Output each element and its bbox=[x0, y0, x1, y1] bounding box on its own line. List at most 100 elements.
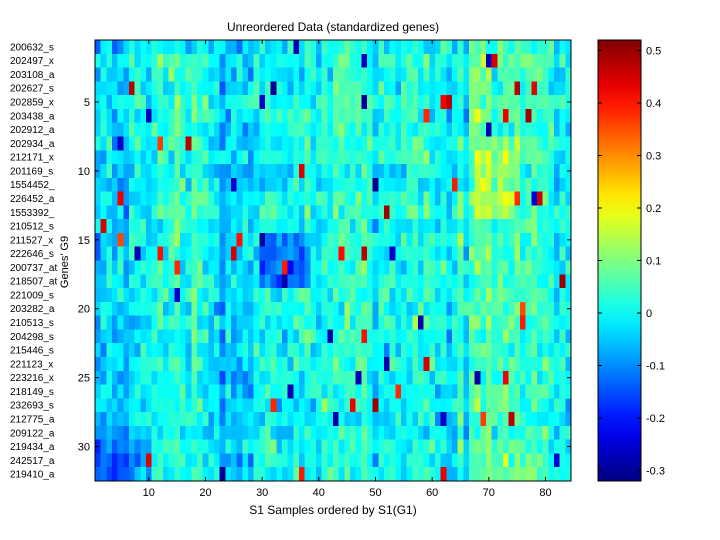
heatmap-cell bbox=[248, 40, 255, 55]
heatmap-cell bbox=[100, 136, 107, 151]
heatmap-cell bbox=[316, 246, 323, 261]
heatmap-cell bbox=[174, 370, 181, 385]
heatmap-cell bbox=[525, 301, 532, 317]
heatmap-cell bbox=[299, 40, 306, 55]
heatmap-cell bbox=[486, 164, 493, 179]
heatmap-cell bbox=[151, 370, 158, 385]
heatmap-cell bbox=[236, 191, 243, 206]
heatmap-cell bbox=[225, 67, 232, 82]
heatmap-cell bbox=[248, 356, 255, 372]
heatmap-cell bbox=[429, 356, 436, 372]
heatmap-cell bbox=[446, 439, 453, 454]
heatmap-cell bbox=[242, 260, 249, 275]
heatmap-cell bbox=[219, 191, 226, 206]
heatmap-cell bbox=[151, 274, 158, 289]
heatmap-cell bbox=[270, 219, 277, 234]
heatmap-cell bbox=[429, 164, 436, 179]
heatmap-cell bbox=[236, 301, 243, 317]
heatmap-cell bbox=[299, 467, 306, 482]
heatmap-cell bbox=[287, 384, 294, 399]
heatmap-cell bbox=[146, 136, 153, 151]
heatmap-cell bbox=[423, 219, 430, 234]
heatmap-cell bbox=[361, 53, 368, 68]
heatmap-cell bbox=[163, 246, 170, 261]
heatmap-cell bbox=[208, 439, 215, 454]
heatmap-cell bbox=[293, 260, 300, 275]
heatmap-cell bbox=[112, 301, 119, 317]
heatmap-cell bbox=[463, 53, 470, 68]
heatmap-cell bbox=[225, 191, 232, 206]
heatmap-cell bbox=[321, 398, 328, 413]
heatmap-cell bbox=[565, 425, 572, 441]
heatmap-cell bbox=[429, 467, 436, 482]
heatmap-cell bbox=[100, 329, 107, 344]
heatmap-cell bbox=[117, 453, 124, 468]
heatmap-cell bbox=[248, 136, 255, 151]
heatmap-cell bbox=[163, 191, 170, 206]
heatmap-cell bbox=[378, 274, 385, 289]
heatmap-cell bbox=[423, 398, 430, 413]
heatmap-cell bbox=[225, 439, 232, 454]
heatmap-cell bbox=[214, 453, 221, 468]
heatmap-cell bbox=[293, 315, 300, 330]
heatmap-cell bbox=[401, 370, 408, 385]
heatmap-cell bbox=[412, 453, 419, 468]
heatmap-cell bbox=[554, 95, 561, 110]
heatmap-cell bbox=[117, 467, 124, 482]
heatmap-cell bbox=[208, 191, 215, 206]
heatmap-cell bbox=[389, 177, 396, 192]
heatmap-cell bbox=[117, 260, 124, 275]
heatmap-cell bbox=[520, 81, 527, 96]
heatmap-cell bbox=[248, 467, 255, 482]
heatmap-cell bbox=[129, 136, 136, 151]
heatmap-cell bbox=[112, 467, 119, 482]
heatmap-cell bbox=[554, 384, 561, 399]
heatmap-cell bbox=[265, 81, 272, 96]
heatmap-cell bbox=[537, 136, 544, 151]
heatmap-cell bbox=[231, 329, 238, 344]
heatmap-cell bbox=[525, 136, 532, 151]
heatmap-cell bbox=[412, 136, 419, 151]
heatmap-cell bbox=[276, 164, 283, 179]
heatmap-cell bbox=[452, 246, 459, 261]
heatmap-cell bbox=[100, 398, 107, 413]
heatmap-cell bbox=[282, 425, 289, 441]
heatmap-cell bbox=[185, 260, 192, 275]
heatmap-cell bbox=[355, 136, 362, 151]
heatmap-cell bbox=[367, 439, 374, 454]
heatmap-cell bbox=[129, 274, 136, 289]
heatmap-cell bbox=[542, 40, 549, 55]
heatmap-cell bbox=[163, 453, 170, 468]
heatmap-cell bbox=[531, 412, 538, 427]
heatmap-cell bbox=[429, 425, 436, 441]
heatmap-cell bbox=[559, 260, 566, 275]
heatmap-cell bbox=[565, 81, 572, 96]
heatmap-cell bbox=[565, 412, 572, 427]
heatmap-cell bbox=[389, 412, 396, 427]
heatmap-cell bbox=[259, 288, 266, 303]
heatmap-cell bbox=[276, 95, 283, 110]
heatmap-cell bbox=[537, 467, 544, 482]
heatmap-cell bbox=[225, 81, 232, 96]
heatmap-cell bbox=[344, 370, 351, 385]
heatmap-cell bbox=[446, 136, 453, 151]
heatmap-cell bbox=[242, 122, 249, 137]
heatmap-cell bbox=[372, 288, 379, 303]
heatmap-cell bbox=[321, 412, 328, 427]
heatmap-cell bbox=[344, 191, 351, 206]
heatmap-cell bbox=[219, 67, 226, 82]
heatmap-cell bbox=[191, 232, 198, 248]
heatmap-cell bbox=[287, 315, 294, 330]
heatmap-cell bbox=[168, 122, 175, 137]
heatmap-cell bbox=[367, 315, 374, 330]
heatmap-cell bbox=[367, 122, 374, 137]
heatmap-cell bbox=[163, 288, 170, 303]
heatmap-cell bbox=[163, 274, 170, 289]
heatmap-cell bbox=[418, 412, 425, 427]
heatmap-cell bbox=[327, 439, 334, 454]
heatmap-cell bbox=[333, 274, 340, 289]
heatmap-cell bbox=[350, 398, 357, 413]
heatmap-cell bbox=[140, 177, 147, 192]
heatmap-cell bbox=[435, 370, 442, 385]
heatmap-cell bbox=[367, 164, 374, 179]
